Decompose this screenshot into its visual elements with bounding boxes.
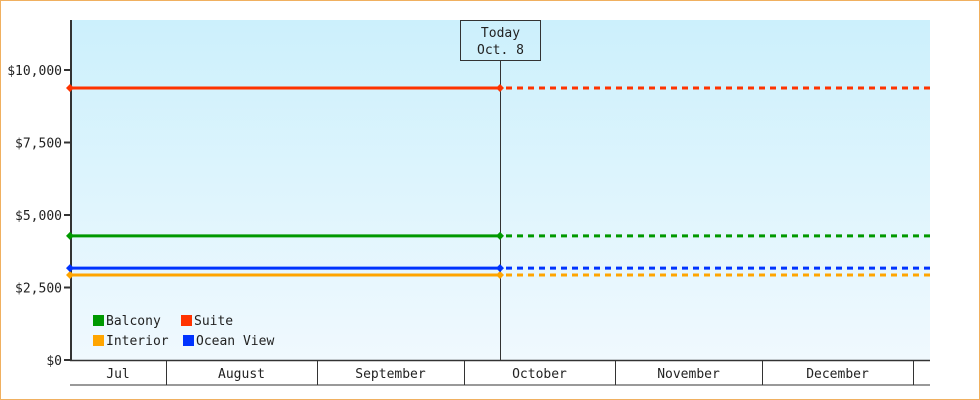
data-point — [496, 83, 504, 92]
legend-swatch — [93, 315, 104, 326]
month-label: Jul — [106, 367, 129, 382]
today-label: Today — [481, 26, 520, 41]
y-tick-label: $0 — [46, 354, 62, 369]
legend-swatch — [93, 335, 104, 346]
y-tick-label: $10,000 — [7, 64, 62, 79]
month-label: October — [512, 367, 567, 382]
data-point — [496, 231, 504, 240]
legend-label: Balcony — [106, 314, 161, 329]
month-label: November — [657, 367, 720, 382]
y-tick-label: $7,500 — [15, 137, 62, 152]
legend-label: Suite — [194, 314, 233, 329]
legend-label: Interior — [106, 334, 169, 349]
data-point — [66, 83, 74, 92]
month-label: September — [355, 367, 426, 382]
data-point — [66, 231, 74, 240]
legend-label: Ocean View — [196, 334, 274, 349]
month-label: December — [806, 367, 869, 382]
data-point — [496, 264, 504, 273]
month-label: August — [218, 367, 265, 382]
data-point — [66, 264, 74, 273]
y-tick-label: $5,000 — [15, 209, 62, 224]
legend-swatch — [183, 335, 194, 346]
data-point — [66, 271, 74, 280]
data-point — [496, 271, 504, 280]
y-tick-label: $2,500 — [15, 282, 62, 297]
today-date: Oct. 8 — [477, 43, 524, 58]
legend-swatch — [181, 315, 192, 326]
today-callout-box — [460, 20, 541, 61]
